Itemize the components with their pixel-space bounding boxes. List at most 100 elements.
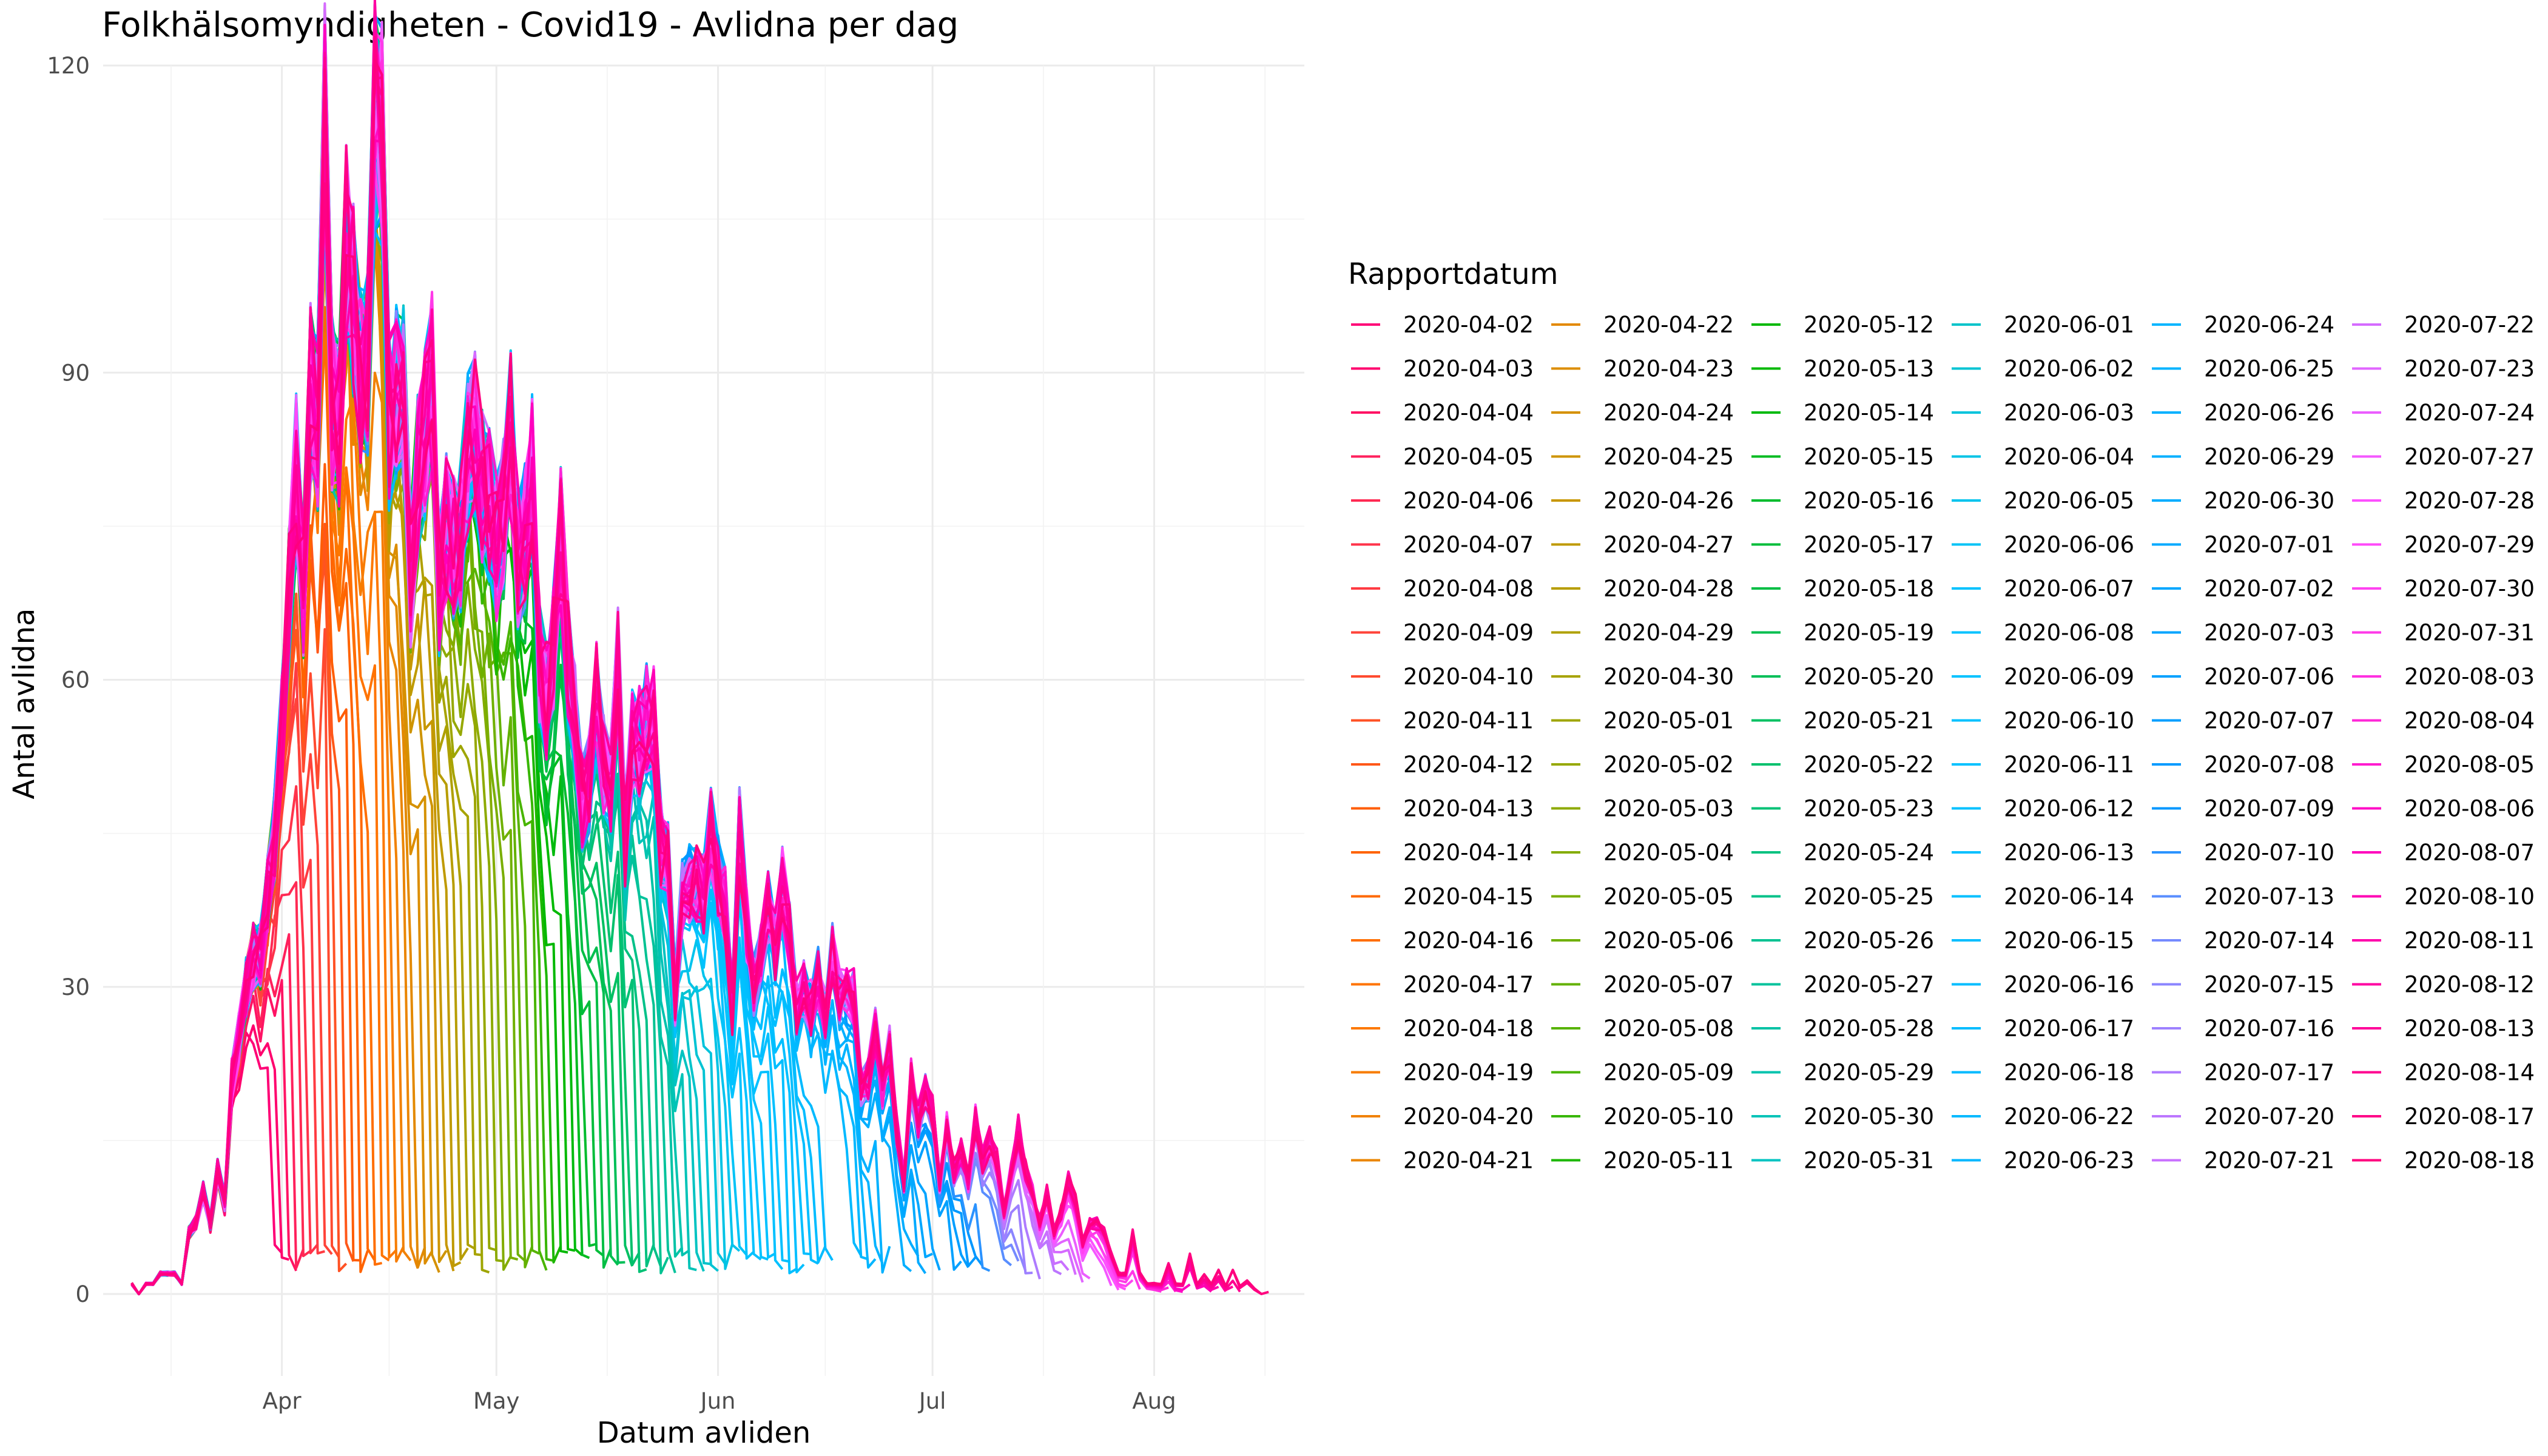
legend-label: 2020-05-03	[1603, 796, 1734, 822]
legend-label: 2020-04-28	[1603, 576, 1734, 602]
y-tick-label: 30	[61, 974, 90, 1000]
legend-label: 2020-07-07	[2204, 708, 2334, 734]
legend-label: 2020-06-05	[2004, 488, 2134, 514]
x-tick-label: Apr	[263, 1388, 302, 1414]
legend-label: 2020-05-17	[1804, 532, 1934, 558]
legend-label: 2020-04-29	[1603, 620, 1734, 646]
legend-label: 2020-06-26	[2204, 400, 2334, 426]
y-tick-label: 0	[75, 1281, 90, 1307]
legend-label: 2020-05-29	[1804, 1060, 1934, 1086]
legend-label: 2020-07-01	[2204, 532, 2334, 558]
legend-label: 2020-05-08	[1603, 1016, 1734, 1042]
legend-label: 2020-07-20	[2204, 1104, 2334, 1130]
legend-label: 2020-06-29	[2204, 444, 2334, 470]
legend-label: 2020-06-24	[2204, 312, 2334, 338]
legend-label: 2020-04-11	[1403, 708, 1534, 734]
legend-label: 2020-04-03	[1403, 356, 1534, 382]
legend-label: 2020-04-04	[1403, 400, 1534, 426]
legend-label: 2020-05-26	[1804, 928, 1934, 954]
y-tick-label: 90	[61, 360, 90, 386]
legend-label: 2020-06-30	[2204, 488, 2334, 514]
y-axis-ticks: 0 30 60 90 120	[47, 53, 90, 1307]
legend-label: 2020-05-30	[1804, 1104, 1934, 1130]
legend-label: 2020-05-02	[1603, 752, 1734, 778]
legend-label: 2020-04-22	[1603, 312, 1734, 338]
legend-label: 2020-05-12	[1804, 312, 1934, 338]
legend-label: 2020-05-10	[1603, 1104, 1734, 1130]
legend-label: 2020-06-25	[2204, 356, 2334, 382]
legend-label: 2020-06-04	[2004, 444, 2134, 470]
legend-label: 2020-07-27	[2404, 444, 2535, 470]
x-tick-label: Jul	[918, 1388, 946, 1414]
legend-label: 2020-05-20	[1804, 664, 1934, 690]
legend-label: 2020-05-24	[1804, 840, 1934, 866]
legend-label: 2020-07-09	[2204, 796, 2334, 822]
legend-label: 2020-06-23	[2004, 1148, 2134, 1174]
y-axis-title: Antal avlidna	[7, 608, 41, 800]
legend-label: 2020-06-02	[2004, 356, 2134, 382]
legend-label: 2020-05-23	[1804, 796, 1934, 822]
legend-label: 2020-04-07	[1403, 532, 1534, 558]
legend-label: 2020-06-17	[2004, 1016, 2134, 1042]
legend-label: 2020-05-27	[1804, 972, 1934, 998]
legend-label: 2020-07-24	[2404, 400, 2535, 426]
legend-label: 2020-08-18	[2404, 1148, 2535, 1174]
legend-label: 2020-07-13	[2204, 884, 2334, 910]
legend-label: 2020-07-16	[2204, 1016, 2334, 1042]
legend-label: 2020-06-12	[2004, 796, 2134, 822]
legend-label: 2020-06-11	[2004, 752, 2134, 778]
legend-label: 2020-04-06	[1403, 488, 1534, 514]
legend-label: 2020-08-07	[2404, 840, 2535, 866]
legend-label: 2020-08-11	[2404, 928, 2535, 954]
legend-title: Rapportdatum	[1348, 257, 1558, 291]
legend-label: 2020-08-04	[2404, 708, 2535, 734]
legend-label: 2020-05-05	[1603, 884, 1734, 910]
legend-label: 2020-07-10	[2204, 840, 2334, 866]
legend-label: 2020-07-17	[2204, 1060, 2334, 1086]
legend-label: 2020-04-17	[1403, 972, 1534, 998]
chart-title: Folkhälsomyndigheten - Covid19 - Avlidna…	[102, 5, 959, 45]
legend-label: 2020-07-02	[2204, 576, 2334, 602]
legend-label: 2020-06-18	[2004, 1060, 2134, 1086]
legend-label: 2020-04-23	[1603, 356, 1734, 382]
legend-label: 2020-04-27	[1603, 532, 1734, 558]
legend-label: 2020-05-13	[1804, 356, 1934, 382]
legend-label: 2020-07-31	[2404, 620, 2535, 646]
legend-label: 2020-06-14	[2004, 884, 2134, 910]
legend-label: 2020-07-03	[2204, 620, 2334, 646]
legend-label: 2020-07-08	[2204, 752, 2334, 778]
legend-label: 2020-04-09	[1403, 620, 1534, 646]
legend-label: 2020-05-22	[1804, 752, 1934, 778]
y-tick-label: 60	[61, 667, 90, 693]
legend-label: 2020-07-30	[2404, 576, 2535, 602]
legend-label: 2020-08-03	[2404, 664, 2535, 690]
legend-label: 2020-04-08	[1403, 576, 1534, 602]
legend-label: 2020-06-22	[2004, 1104, 2134, 1130]
legend-label: 2020-06-08	[2004, 620, 2134, 646]
legend-label: 2020-04-18	[1403, 1016, 1534, 1042]
legend-label: 2020-06-03	[2004, 400, 2134, 426]
legend-label: 2020-05-31	[1804, 1148, 1934, 1174]
legend-label: 2020-04-24	[1603, 400, 1734, 426]
x-axis-ticks: Apr May Jun Jul Aug	[263, 1388, 1176, 1414]
legend-label: 2020-05-06	[1603, 928, 1734, 954]
legend-label: 2020-08-13	[2404, 1016, 2535, 1042]
series-line	[130, 59, 1269, 1295]
legend-label: 2020-04-16	[1403, 928, 1534, 954]
legend-label: 2020-05-14	[1804, 400, 1934, 426]
legend-label: 2020-05-16	[1804, 488, 1934, 514]
legend: 2020-04-02 2020-04-03 2020-04-04 2020-04-05…	[1351, 312, 2535, 1174]
legend-label: 2020-05-11	[1603, 1148, 1734, 1174]
legend-label: 2020-04-14	[1403, 840, 1534, 866]
legend-label: 2020-05-18	[1804, 576, 1934, 602]
legend-label: 2020-05-07	[1603, 972, 1734, 998]
legend-label: 2020-08-06	[2404, 796, 2535, 822]
y-tick-label: 120	[47, 53, 90, 79]
legend-label: 2020-04-15	[1403, 884, 1534, 910]
legend-label: 2020-07-14	[2204, 928, 2334, 954]
legend-label: 2020-05-01	[1603, 708, 1734, 734]
legend-label: 2020-06-13	[2004, 840, 2134, 866]
legend-label: 2020-06-10	[2004, 708, 2134, 734]
legend-label: 2020-07-29	[2404, 532, 2535, 558]
